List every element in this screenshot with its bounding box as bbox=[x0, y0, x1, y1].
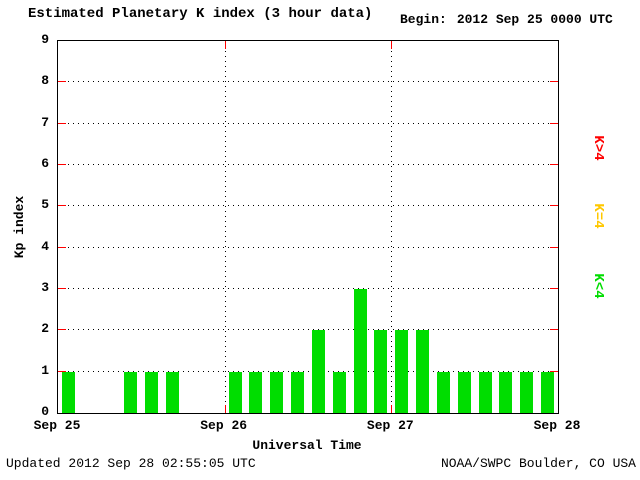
x-tick-label: Sep 26 bbox=[200, 418, 248, 433]
chart-title: Estimated Planetary K index (3 hour data… bbox=[28, 6, 373, 22]
y-tick-label: 0 bbox=[41, 404, 49, 419]
y-tick-mark bbox=[58, 288, 66, 289]
begin-value: 2012 Sep 25 0000 UTC bbox=[456, 12, 613, 27]
kp-bar bbox=[374, 330, 388, 413]
gridline-horizontal bbox=[58, 164, 558, 165]
begin-time: Begin: 2012 Sep 25 0000 UTC bbox=[400, 12, 613, 27]
y-tick-mark bbox=[550, 81, 558, 83]
kp-bar bbox=[332, 371, 346, 413]
x-tick-label: Sep 27 bbox=[366, 418, 414, 433]
x-tick-label: Sep 28 bbox=[533, 418, 581, 433]
y-tick-mark bbox=[58, 329, 66, 331]
legend-item: K=4 bbox=[590, 203, 606, 229]
y-tick-label: 3 bbox=[41, 280, 49, 295]
x-tick-label: Sep 25 bbox=[33, 418, 81, 433]
kp-bar bbox=[416, 330, 430, 413]
kp-bar bbox=[61, 371, 75, 413]
y-tick-mark bbox=[550, 329, 558, 331]
x-tick-mark bbox=[391, 405, 393, 413]
legend-item: K>4 bbox=[590, 135, 606, 161]
x-tick-mark bbox=[224, 405, 226, 413]
kp-bar bbox=[124, 371, 138, 413]
kp-bar bbox=[353, 289, 367, 413]
y-tick-label: 8 bbox=[41, 73, 49, 89]
y-tick-mark bbox=[550, 164, 558, 165]
gridline-horizontal bbox=[58, 246, 558, 248]
gridline-horizontal bbox=[58, 329, 558, 331]
kp-bar bbox=[395, 330, 409, 413]
legend-item: K<4 bbox=[590, 273, 606, 299]
gridline-horizontal bbox=[58, 122, 558, 124]
kp-bar bbox=[499, 371, 513, 413]
plot-area bbox=[57, 40, 559, 414]
y-tick-mark bbox=[58, 81, 66, 83]
gridline-vertical bbox=[224, 41, 226, 413]
begin-label: Begin: bbox=[400, 12, 447, 27]
kp-bar bbox=[249, 371, 263, 413]
y-tick-mark bbox=[550, 288, 558, 289]
y-tick-mark bbox=[58, 246, 66, 248]
y-tick-mark bbox=[550, 205, 558, 207]
kp-bar bbox=[457, 371, 471, 413]
updated-timestamp: Updated 2012 Sep 28 02:55:05 UTC bbox=[6, 456, 256, 471]
y-tick-mark bbox=[58, 164, 66, 165]
kp-bar bbox=[311, 330, 325, 413]
kp-bar bbox=[291, 371, 305, 413]
y-tick-label: 4 bbox=[41, 238, 49, 254]
kp-bar bbox=[270, 371, 284, 413]
kp-bar bbox=[541, 371, 555, 413]
y-tick-mark bbox=[58, 370, 66, 372]
y-tick-label: 5 bbox=[41, 197, 49, 213]
kp-bar bbox=[436, 371, 450, 413]
y-tick-label: 6 bbox=[41, 156, 49, 171]
y-tick-mark bbox=[550, 246, 558, 248]
kp-bar bbox=[166, 371, 180, 413]
kp-bar bbox=[478, 371, 492, 413]
kp-bar bbox=[520, 371, 534, 413]
gridline-horizontal bbox=[58, 81, 558, 83]
gridline-horizontal bbox=[58, 370, 558, 372]
y-tick-label: 2 bbox=[41, 321, 49, 337]
y-tick-label: 7 bbox=[41, 114, 49, 130]
x-tick-mark bbox=[391, 41, 393, 49]
gridline-horizontal bbox=[58, 288, 558, 289]
x-tick-mark bbox=[224, 41, 226, 49]
gridline-horizontal bbox=[58, 205, 558, 207]
gridline-vertical bbox=[391, 41, 393, 413]
y-tick-mark bbox=[58, 205, 66, 207]
x-axis-title: Universal Time bbox=[252, 438, 362, 453]
y-tick-mark bbox=[58, 122, 66, 124]
kp-bar bbox=[228, 371, 242, 413]
y-tick-label: 9 bbox=[41, 32, 49, 47]
y-tick-label: 1 bbox=[41, 362, 49, 378]
y-tick-mark bbox=[550, 370, 558, 372]
y-tick-mark bbox=[550, 122, 558, 124]
kp-bar bbox=[145, 371, 159, 413]
source-attribution: NOAA/SWPC Boulder, CO USA bbox=[440, 456, 636, 471]
